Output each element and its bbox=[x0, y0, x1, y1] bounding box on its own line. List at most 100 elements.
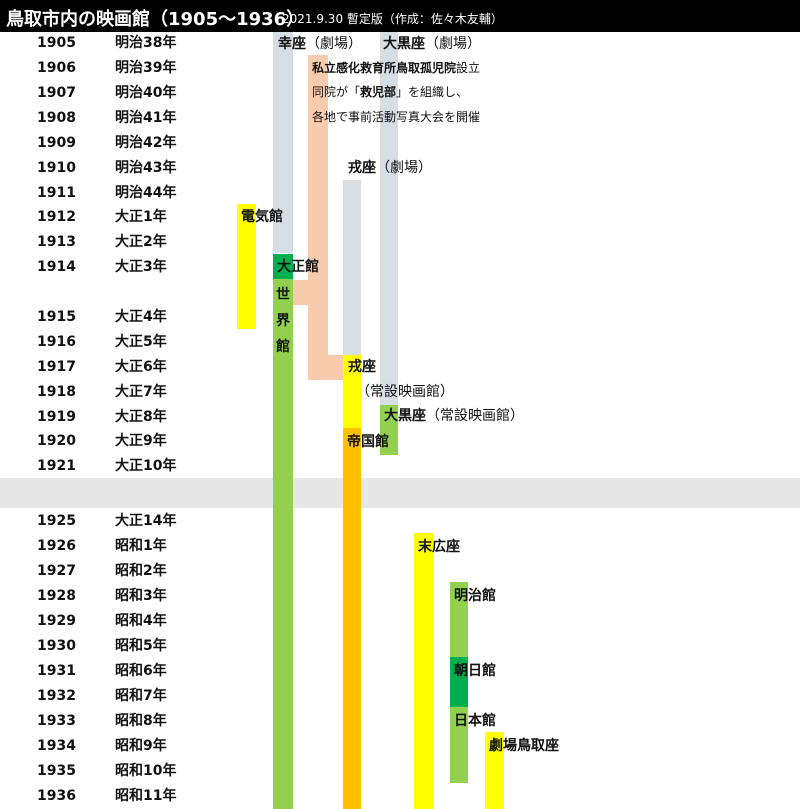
label-teikokukan: 帝国館 bbox=[347, 433, 389, 451]
label-denkikan-text: 電気館 bbox=[241, 209, 283, 225]
era-label: 明治42年 bbox=[115, 135, 177, 151]
year-label: 1926 bbox=[37, 538, 76, 554]
era-label: 昭和6年 bbox=[115, 663, 167, 679]
year-label: 1936 bbox=[37, 788, 76, 804]
label-asahikan-text: 朝日館 bbox=[454, 663, 496, 679]
bar-suehiroza bbox=[414, 533, 433, 809]
era-label: 大正8年 bbox=[115, 409, 167, 425]
era-label: 大正9年 bbox=[115, 433, 167, 449]
era-label: 昭和7年 bbox=[115, 688, 167, 704]
label-jujiza-cinema-kind: （常設映画館） bbox=[356, 383, 454, 401]
label-denkikan: 電気館 bbox=[241, 208, 283, 226]
label-suehiroza: 末広座 bbox=[418, 538, 460, 556]
bar-nipponkan bbox=[450, 707, 468, 783]
year-label: 1919 bbox=[37, 409, 76, 425]
bar-sekaikan bbox=[273, 279, 293, 809]
label-teikokukan-text: 帝国館 bbox=[347, 434, 389, 450]
year-label: 1908 bbox=[37, 110, 76, 126]
label-jujiza-kind: （劇場） bbox=[376, 160, 432, 176]
label-asahikan: 朝日館 bbox=[454, 662, 496, 680]
year-label: 1931 bbox=[37, 663, 76, 679]
year-label: 1909 bbox=[37, 135, 76, 151]
label-saiza-name: 幸座 bbox=[278, 36, 306, 52]
bar-denkikan bbox=[237, 204, 256, 329]
era-label: 大正10年 bbox=[115, 458, 177, 474]
era-label: 明治41年 bbox=[115, 110, 177, 126]
era-label: 昭和10年 bbox=[115, 763, 177, 779]
year-label: 1934 bbox=[37, 738, 76, 754]
year-label: 1915 bbox=[37, 309, 76, 325]
label-daikokuza: 大黒座（劇場） bbox=[383, 35, 481, 53]
bar-taishokan bbox=[273, 254, 293, 279]
era-label: 昭和11年 bbox=[115, 788, 177, 804]
year-label: 1929 bbox=[37, 613, 76, 629]
label-saiza: 幸座（劇場） bbox=[278, 35, 362, 53]
year-label: 1905 bbox=[37, 35, 76, 51]
year-label: 1906 bbox=[37, 60, 76, 76]
label-taishokan-text: 大正館 bbox=[277, 259, 319, 275]
note-orphanage-line1: 私立感化救育所鳥取孤児院設立 bbox=[312, 60, 480, 76]
year-label: 1917 bbox=[37, 359, 76, 375]
label-meijikan: 明治館 bbox=[454, 587, 496, 605]
era-label: 昭和4年 bbox=[115, 613, 167, 629]
label-saiza-kind: （劇場） bbox=[306, 36, 362, 52]
year-label: 1925 bbox=[37, 513, 76, 529]
year-label: 1914 bbox=[37, 259, 76, 275]
label-nipponkan: 日本館 bbox=[454, 712, 496, 730]
year-label: 1911 bbox=[37, 185, 76, 201]
bar-saiza-theater bbox=[273, 32, 293, 253]
label-daikokuza-name: 大黒座 bbox=[383, 36, 425, 52]
era-label: 大正5年 bbox=[115, 334, 167, 350]
label-jujiza-cinema-name: 戎座 bbox=[348, 359, 376, 375]
year-label: 1930 bbox=[37, 638, 76, 654]
label-sekaikan: 世界館 bbox=[276, 287, 290, 355]
note-orphanage-line3: 各地で事前活動写真大会を開催 bbox=[312, 110, 481, 124]
label-daikokuza-cinema: 大黒座（常設映画館） bbox=[384, 407, 524, 425]
era-label: 明治38年 bbox=[115, 35, 177, 51]
page-title: 鳥取市内の映画館（1905〜1936） bbox=[6, 9, 305, 30]
label-nipponkan-text: 日本館 bbox=[454, 713, 496, 729]
year-label: 1920 bbox=[37, 433, 76, 449]
year-label: 1933 bbox=[37, 713, 76, 729]
bar-orphanage-screenings bbox=[308, 55, 328, 380]
bar-orphanage-link-2 bbox=[328, 355, 343, 380]
era-label: 昭和2年 bbox=[115, 563, 167, 579]
label-jujiza-cinema-kind-text: （常設映画館） bbox=[356, 384, 454, 400]
year-label: 1932 bbox=[37, 688, 76, 704]
label-gekijo-tottoriza: 劇場鳥取座 bbox=[489, 737, 559, 755]
title-bar: 鳥取市内の映画館（1905〜1936） 2021.9.30 暫定版（作成：佐々木… bbox=[0, 0, 800, 32]
era-label: 昭和3年 bbox=[115, 588, 167, 604]
note-orphanage-established: 設立 bbox=[456, 61, 481, 75]
bar-gekijo-tottoriza bbox=[485, 732, 504, 809]
label-jujiza-cinema: 戎座 bbox=[348, 358, 376, 376]
year-label: 1912 bbox=[37, 209, 76, 225]
year-label: 1935 bbox=[37, 763, 76, 779]
bar-asahikan bbox=[450, 657, 468, 707]
page-subtitle: 2021.9.30 暫定版（作成：佐々木友輔） bbox=[282, 12, 503, 26]
era-label: 大正2年 bbox=[115, 234, 167, 250]
label-jujiza-theater: 戎座（劇場） bbox=[348, 159, 432, 177]
year-label: 1927 bbox=[37, 563, 76, 579]
year-label: 1928 bbox=[37, 588, 76, 604]
label-gekijo-tottoriza-text: 劇場鳥取座 bbox=[489, 738, 559, 754]
note-kyujibu: 救児部 bbox=[360, 85, 397, 99]
era-label: 昭和5年 bbox=[115, 638, 167, 654]
label-taishokan: 大正館 bbox=[277, 258, 319, 276]
label-daikokuza-cinema-kind: （常設映画館） bbox=[426, 408, 524, 424]
year-label: 1913 bbox=[37, 234, 76, 250]
era-label: 昭和8年 bbox=[115, 713, 167, 729]
period-gap-band bbox=[0, 478, 800, 508]
note-line2-pre: 同院が「 bbox=[312, 85, 361, 99]
bar-daikokuza-theater bbox=[380, 32, 398, 405]
label-daikokuza-cinema-name: 大黒座 bbox=[384, 408, 426, 424]
era-label: 大正3年 bbox=[115, 259, 167, 275]
label-daikokuza-kind: （劇場） bbox=[425, 36, 481, 52]
label-jujiza-name: 戎座 bbox=[348, 160, 376, 176]
era-label: 大正4年 bbox=[115, 309, 167, 325]
era-label: 大正1年 bbox=[115, 209, 167, 225]
year-label: 1921 bbox=[37, 458, 76, 474]
bar-jujiza-cinema bbox=[343, 355, 361, 428]
era-label: 大正6年 bbox=[115, 359, 167, 375]
era-label: 昭和1年 bbox=[115, 538, 167, 554]
bar-teikokukan bbox=[343, 428, 361, 809]
